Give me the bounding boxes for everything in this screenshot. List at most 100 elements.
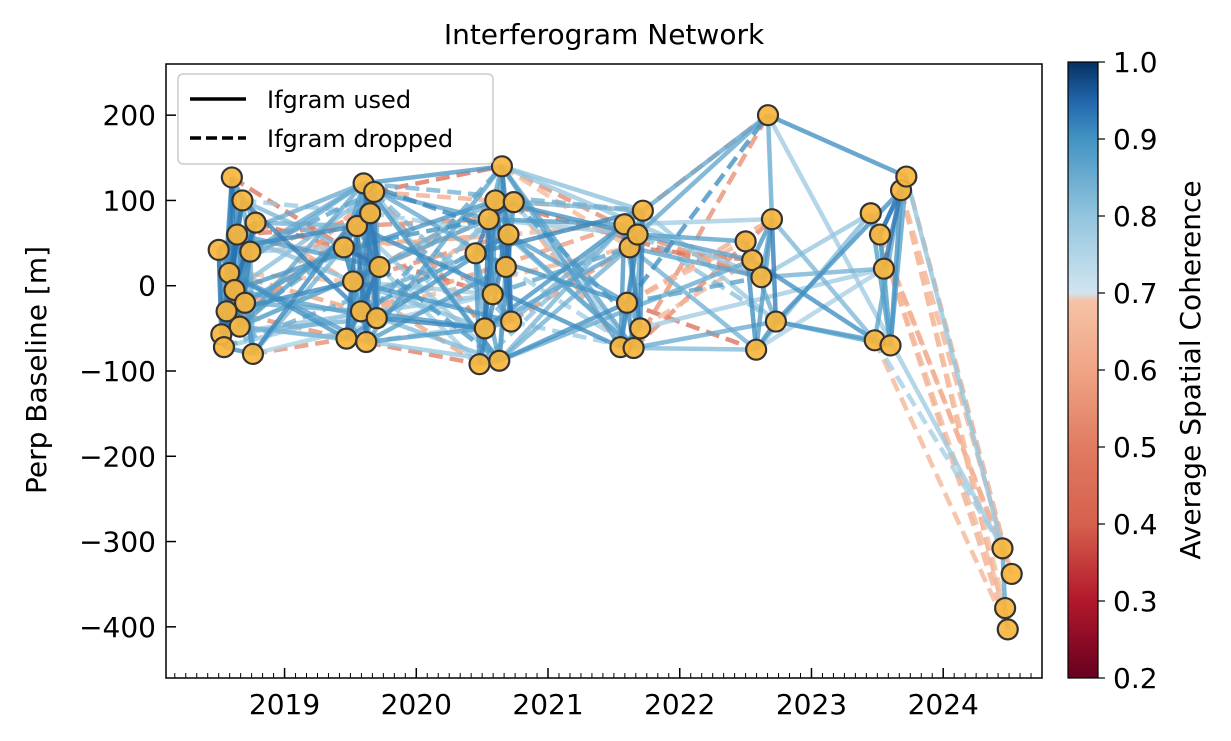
acquisition-point <box>734 230 757 253</box>
acquisition-point <box>484 189 507 212</box>
acquisition-point <box>750 266 773 289</box>
y-axis-label: Perp Baseline [m] <box>20 246 53 494</box>
ifgram-used-edge <box>488 216 625 227</box>
acquisition-point <box>490 155 514 178</box>
ifgram-used-edge <box>760 211 872 280</box>
acquisition-point <box>741 249 764 272</box>
acquisition-point <box>615 291 639 314</box>
ifgram-used-edge <box>767 113 908 179</box>
acquisition-point <box>355 330 378 354</box>
y-tick-label: 200 <box>103 99 156 132</box>
ifgram-dropped-edge <box>626 239 747 305</box>
x-tick-label: 2024 <box>908 688 979 721</box>
ifgram-used-edge <box>881 189 904 270</box>
acquisition-point <box>895 165 918 188</box>
acquisition-point <box>464 242 487 265</box>
ifgram-dropped-edge <box>625 113 770 305</box>
legend: Ifgram used Ifgram dropped <box>177 73 494 165</box>
acquisition-point <box>994 596 1017 620</box>
acquisition-point <box>244 211 267 234</box>
y-tick-label: −100 <box>79 355 156 388</box>
x-tick-label: 2022 <box>644 688 715 721</box>
ifgram-dropped-edge <box>898 189 1008 609</box>
acquisition-point <box>497 223 520 246</box>
ifgram-dropped-edge <box>898 189 1014 575</box>
acquisition-point <box>872 257 896 280</box>
ifgram-dropped-edge <box>626 300 757 352</box>
acquisition-point <box>228 315 251 338</box>
acquisition-point <box>477 208 500 231</box>
acquisition-point <box>345 214 369 238</box>
ifgram-used-edge <box>501 164 644 213</box>
ifgram-used-edge <box>497 245 632 363</box>
ifgram-used-edge <box>636 113 770 237</box>
ifgram-used-edge <box>641 113 770 213</box>
ifgram-used-edge <box>506 232 636 350</box>
ifgram-dropped-edge <box>868 212 1005 550</box>
colorbar-tick-label: 0.3 <box>1113 585 1158 618</box>
colorbar-tick-label: 0.2 <box>1113 662 1158 695</box>
y-tick-label: −300 <box>79 526 156 559</box>
acquisition-point <box>879 334 902 357</box>
colorbar-tick-label: 0.8 <box>1113 200 1158 233</box>
acquisition-point <box>859 202 882 225</box>
ifgram-used-edge <box>637 232 746 244</box>
acquisition-point <box>745 338 768 361</box>
colorbar-tick-label: 0.4 <box>1113 508 1158 541</box>
ifgram-dropped-edge <box>363 181 644 213</box>
ifgram-used-edge <box>765 115 775 220</box>
acquisition-point <box>239 240 262 263</box>
acquisition-point <box>502 191 525 214</box>
acquisition-point <box>996 618 1019 641</box>
ifgram-used-edge <box>506 234 514 322</box>
ifgram-dropped-edge <box>872 339 1010 631</box>
x-tick-label: 2023 <box>776 688 847 721</box>
y-axis: 200 100 0 −100 −200 −300 −400 <box>79 99 176 644</box>
ifgram-used-edge <box>904 176 1005 549</box>
acquisition-point <box>756 104 780 127</box>
y-tick-label: −200 <box>79 440 156 473</box>
ifgram-dropped-edge <box>631 114 770 350</box>
ifgram-dropped-edge <box>477 222 626 366</box>
acquisition-point <box>368 255 391 279</box>
x-tick-label: 2020 <box>381 688 452 721</box>
acquisition-point <box>631 199 654 222</box>
acquisition-point <box>500 310 523 333</box>
acquisition-point <box>622 336 645 360</box>
ifgram-used-edge <box>233 190 376 292</box>
colorbar-tick-label: 0.6 <box>1113 354 1158 387</box>
ifgram-used-edge <box>770 217 877 342</box>
colorbar: 0.2 0.3 0.4 0.5 0.6 0.7 0.8 0.9 1.0 Average Spat… <box>1067 46 1207 695</box>
acquisition-points <box>207 104 1023 641</box>
ifgram-used-edge <box>473 253 482 365</box>
x-tick-label: 2019 <box>249 688 320 721</box>
y-tick-label: 0 <box>138 270 156 303</box>
acquisition-point <box>359 202 382 225</box>
ifgram-used-edge <box>355 224 501 363</box>
y-tick-label: 100 <box>103 184 156 217</box>
ifgram-used-edge <box>637 232 753 263</box>
legend-entry-used: Ifgram used <box>267 86 411 114</box>
ifgram-used-edge <box>775 319 876 343</box>
ifgram-used-edge <box>769 219 779 322</box>
ifgram-dropped-edge <box>344 164 504 341</box>
x-tick-label: 2021 <box>512 688 583 721</box>
colorbar-tick-label: 1.0 <box>1113 46 1158 79</box>
ifgram-used-edge <box>365 326 486 345</box>
acquisition-point <box>215 300 238 323</box>
acquisition-point <box>868 223 892 246</box>
ifgram-used-edge <box>633 345 757 352</box>
acquisition-point <box>473 317 496 340</box>
acquisition-point <box>1000 562 1023 586</box>
ifgram-used-edge <box>363 164 503 186</box>
acquisition-point <box>212 336 236 359</box>
ifgram-used-edge <box>766 114 1005 550</box>
ifgram-used-edge <box>216 249 224 335</box>
ifgram-used-edge <box>482 219 491 329</box>
colorbar-tick-label: 0.9 <box>1113 123 1158 156</box>
acquisition-point <box>468 353 491 376</box>
ifgram-used-edge <box>888 190 904 346</box>
ifgram-used-edge <box>498 300 628 363</box>
ifgram-dropped-edge <box>252 336 347 357</box>
legend-box <box>177 73 494 165</box>
